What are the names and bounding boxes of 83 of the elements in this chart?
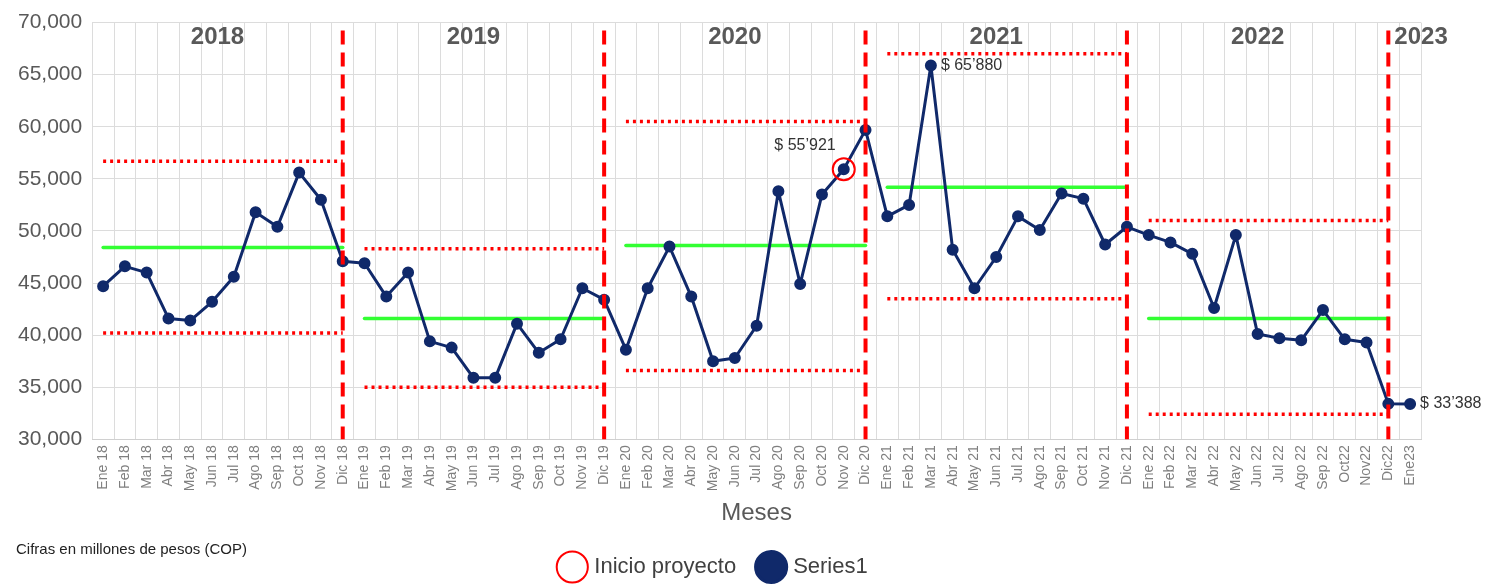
annotation: $ 55’921 — [774, 135, 836, 153]
x-tick-label: Dic22 — [1379, 445, 1396, 482]
x-tick-label: Jul 21 — [1008, 445, 1025, 483]
x-tick-label: Mar 20 — [660, 445, 677, 489]
annotation: $ 65’880 — [940, 55, 1003, 73]
annotation: 2020 — [708, 22, 762, 50]
x-tick-label: Ene 20 — [616, 445, 633, 490]
x-tick-label: Jun 20 — [725, 445, 742, 488]
x-tick-label: Sep 22 — [1313, 445, 1330, 490]
x-tick-label: Abr 18 — [159, 445, 176, 487]
x-tick-label: Ago 19 — [507, 445, 524, 490]
y-tick-label: 40,000 — [18, 321, 83, 345]
y-tick-label: 55,000 — [18, 165, 83, 189]
x-tick-label: Jun 21 — [987, 445, 1004, 488]
x-tick-label: Abr 22 — [1204, 445, 1221, 487]
x-tick-label: May 22 — [1226, 445, 1243, 492]
x-tick-label: Sep 18 — [268, 445, 285, 490]
annotation: 2018 — [190, 22, 245, 50]
x-tick-label: Dic 21 — [1117, 445, 1134, 485]
y-tick-label: 35,000 — [18, 374, 83, 397]
x-tick-label: Jul 19 — [486, 445, 503, 483]
x-tick-label: Ene 21 — [878, 445, 895, 490]
x-tick-label: Ene 22 — [1139, 445, 1156, 490]
x-tick-label: Oct 19 — [551, 445, 568, 487]
x-tick-label: Ago 21 — [1030, 445, 1047, 490]
x-tick-label: Jun 18 — [202, 445, 219, 488]
x-tick-label: Mar 22 — [1183, 445, 1200, 489]
x-tick-label: Sep 21 — [1052, 445, 1069, 490]
x-tick-label: Oct 20 — [812, 445, 829, 487]
x-tick-label: Mar 19 — [398, 445, 415, 489]
x-tick-label: Oct 21 — [1074, 445, 1091, 487]
x-tick-label: Mar 21 — [921, 445, 938, 489]
legend-label: Inicio proyecto — [594, 553, 737, 579]
y-tick-label: 60,000 — [18, 113, 83, 137]
x-tick-label: Feb 18 — [115, 445, 132, 489]
x-tick-label: Jul 22 — [1270, 445, 1287, 483]
x-axis-title: Meses — [721, 498, 792, 526]
y-tick-label: 50,000 — [18, 217, 83, 241]
x-tick-label: Oct22 — [1335, 445, 1352, 483]
x-tick-label: Oct 18 — [290, 445, 307, 487]
x-tick-label: Nov 18 — [311, 445, 328, 490]
text: Cifras en millones de pesos (COP) — [16, 540, 247, 558]
x-tick-label: Ene 18 — [93, 445, 110, 490]
x-tick-label: Feb 21 — [899, 445, 916, 489]
x-tick-label: Ene 19 — [355, 445, 372, 490]
x-tick-label: Jul 18 — [224, 445, 241, 483]
x-tick-label: Sep 20 — [791, 445, 808, 490]
annotation: 2021 — [969, 22, 1023, 50]
x-tick-label: Nov 19 — [573, 445, 590, 490]
x-tick-label: Ago 20 — [769, 445, 786, 490]
x-tick-label: Dic 18 — [333, 445, 350, 485]
x-tick-label: May 19 — [442, 445, 459, 492]
y-tick-label: 70,000 — [18, 9, 83, 33]
x-tick-label: Mar 18 — [137, 445, 154, 489]
y-tick-label: 65,000 — [18, 61, 83, 85]
legend-label: Series1 — [793, 553, 868, 579]
x-tick-label: Dic 20 — [856, 445, 873, 485]
x-tick-label: Feb 20 — [638, 445, 655, 489]
x-tick-label: May 18 — [181, 445, 198, 492]
x-tick-label: May 20 — [703, 445, 720, 492]
x-tick-label: Dic 19 — [594, 445, 611, 485]
x-tick-label: Ago 22 — [1292, 445, 1309, 490]
x-tick-label: Feb 22 — [1161, 445, 1178, 489]
annotation: 2022 — [1230, 22, 1285, 50]
x-tick-label: Abr 20 — [682, 445, 699, 487]
x-tick-label: Ago 18 — [246, 445, 263, 490]
annotation: 2019 — [446, 22, 501, 50]
x-tick-label: Ene23 — [1400, 445, 1417, 486]
y-tick-label: 30,000 — [18, 426, 83, 450]
x-tick-label: Sep 19 — [529, 445, 546, 490]
x-tick-label: Feb 19 — [377, 445, 394, 489]
x-tick-label: Nov22 — [1357, 445, 1374, 486]
x-tick-label: Jun 22 — [1248, 445, 1265, 488]
x-tick-label: Abr 19 — [420, 445, 437, 487]
y-tick-label: 45,000 — [18, 269, 83, 293]
x-tick-label: Nov 21 — [1096, 445, 1112, 490]
annotation: $ 33’388 — [1420, 394, 1482, 412]
x-tick-label: Jul 20 — [747, 445, 764, 483]
x-tick-label: Jun 19 — [464, 445, 481, 488]
x-tick-label: May 21 — [965, 445, 982, 492]
annotation: 2023 — [1394, 22, 1448, 50]
x-tick-label: Abr 21 — [943, 445, 960, 487]
x-tick-label: Nov 20 — [834, 445, 851, 490]
